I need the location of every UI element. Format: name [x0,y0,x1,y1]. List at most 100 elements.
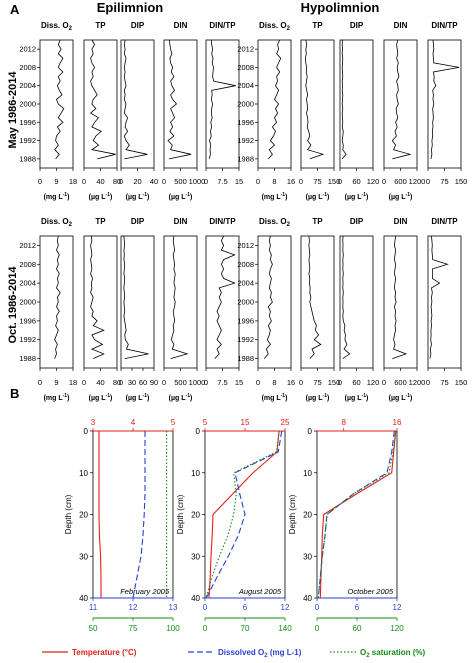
panel-title-main: DIN [394,217,408,226]
panel-unit: (µg L-1) [169,393,193,402]
x-tick-label: 80 [113,378,121,387]
profile-panel: DIN(µg L-1)0 500 1000 [162,21,205,201]
oxygen-tick-label: 13 [169,603,178,612]
year-tick-label: 2000 [237,298,254,307]
oxygen-tick-label: 6 [355,603,360,612]
panel-title: Diss. O2 [259,217,291,228]
legend-label-sub: 2 [264,653,268,659]
year-tick-label: 2008 [19,63,36,72]
depth-panel-frame [92,430,174,599]
year-tick-label: 2004 [19,279,36,288]
year-tick-label: 2012 [19,241,36,250]
unit-sup: -1 [143,192,148,198]
year-tick-label: 1992 [237,335,254,344]
depth-tick-label: 0 [196,427,201,436]
profile-line [429,235,449,359]
panel-title: DIP [350,217,364,226]
year-tick-label: 1988 [19,354,36,363]
month-caption: October 2005 [348,587,394,596]
year-tick-label: 1996 [19,118,36,127]
unit-main: (µg L [389,194,407,201]
year-tick-label: 1988 [237,154,254,163]
profile-line [392,235,408,359]
profile-line [167,39,192,160]
x-tick-label: 0 [38,378,42,387]
year-tick-label: 2008 [237,63,254,72]
temperature-tick-label: 8 [341,418,346,427]
year-tick-label: 2000 [19,100,36,109]
x-tick-label: 0 [162,378,166,387]
panel-title: DIP [350,21,364,30]
year-tick-label: 1988 [237,354,254,363]
panel-title: Diss. O2 [41,217,73,228]
panel-frame [83,39,118,169]
panel-frame [300,39,335,169]
profile-panel: DIP(µg L-1)0 30 60 90 [119,217,158,402]
panel-title-main: DIN [174,21,188,30]
panel-title: DIP [131,21,145,30]
profile-line [54,235,61,359]
panel-title: DIN/TP [431,217,458,226]
oxygen-tick-label: 0 [315,603,320,612]
saturation-tick-label: 100 [166,624,180,633]
x-tick-label: 0 [162,177,166,186]
unit-sup: -1 [281,393,286,399]
unit-sup: -1 [63,192,68,198]
oxygen-tick-label: 12 [393,603,402,612]
profile-line [342,235,351,359]
depth-tick-label: 30 [79,552,88,561]
unit-main: (mg L [44,194,64,201]
panel-title-main: DIN [394,21,408,30]
x-tick-label: 0 [299,177,303,186]
panel-title: DIP [131,217,145,226]
panel-frame [427,39,462,169]
unit-sup: -1 [186,192,191,198]
unit-main: (µg L [126,194,144,201]
legend: Temperature (°C) Dissolved O2 (mg L-1) O2 … [42,648,425,659]
x-tick-label: 1200 [409,378,426,387]
profile-panel: DIP(µg L-1)0 60 120 [338,217,379,402]
unit-end: ) [110,395,112,402]
x-tick-label: 9 [54,177,58,186]
unit-end: ) [410,395,412,402]
x-tick-label: 150 [455,177,468,186]
year-tick-label: 2008 [237,260,254,269]
legend-label-main: Dissolved O [218,648,264,657]
unit-end: ) [67,395,69,402]
unit-end: ) [67,194,69,201]
legend-label-main: O [360,648,366,657]
profile-panel: Diss. O2(mg L-1)0 8 16 [256,217,295,402]
year-tick-label: 1988 [19,154,36,163]
panel-frame [339,39,374,169]
panel-unit: (µg L-1) [389,393,413,402]
x-tick-label: 120 [367,378,380,387]
x-tick-label: 75 [313,378,321,387]
panel-unit: (µg L-1) [126,393,150,402]
panel-title-main: DIN [174,217,188,226]
year-tick-label: 2008 [19,260,36,269]
saturation-tick-label: 0 [315,624,320,633]
year-tick-label: 1996 [237,118,254,127]
saturation-tick-label: 70 [241,624,250,633]
panel-title: TP [312,217,323,226]
profile-line [208,39,236,159]
panel-title: DIN [174,21,188,30]
saturation-tick-label: 0 [203,624,208,633]
panel-frame [39,39,74,169]
x-tick-label: 150 [328,378,341,387]
legend-label-end: saturation (%) [370,648,426,657]
temperature-tick-label: 5 [203,418,208,427]
unit-sup: -1 [106,393,111,399]
depth-axis-label: Depth (cm) [64,494,73,534]
saturation-tick-label: 50 [89,624,98,633]
x-tick-label: 40 [96,378,104,387]
month-caption: August 2005 [238,587,282,596]
panel-title-main: DIN/TP [431,217,458,226]
panel-title-main: DIP [131,21,145,30]
unit-end: ) [327,194,329,201]
legend-label-end: (mg L-1) [268,648,302,657]
depth-tick-label: 20 [191,511,200,520]
panel-unit: (µg L-1) [345,192,369,201]
x-tick-label: 30 [128,378,136,387]
